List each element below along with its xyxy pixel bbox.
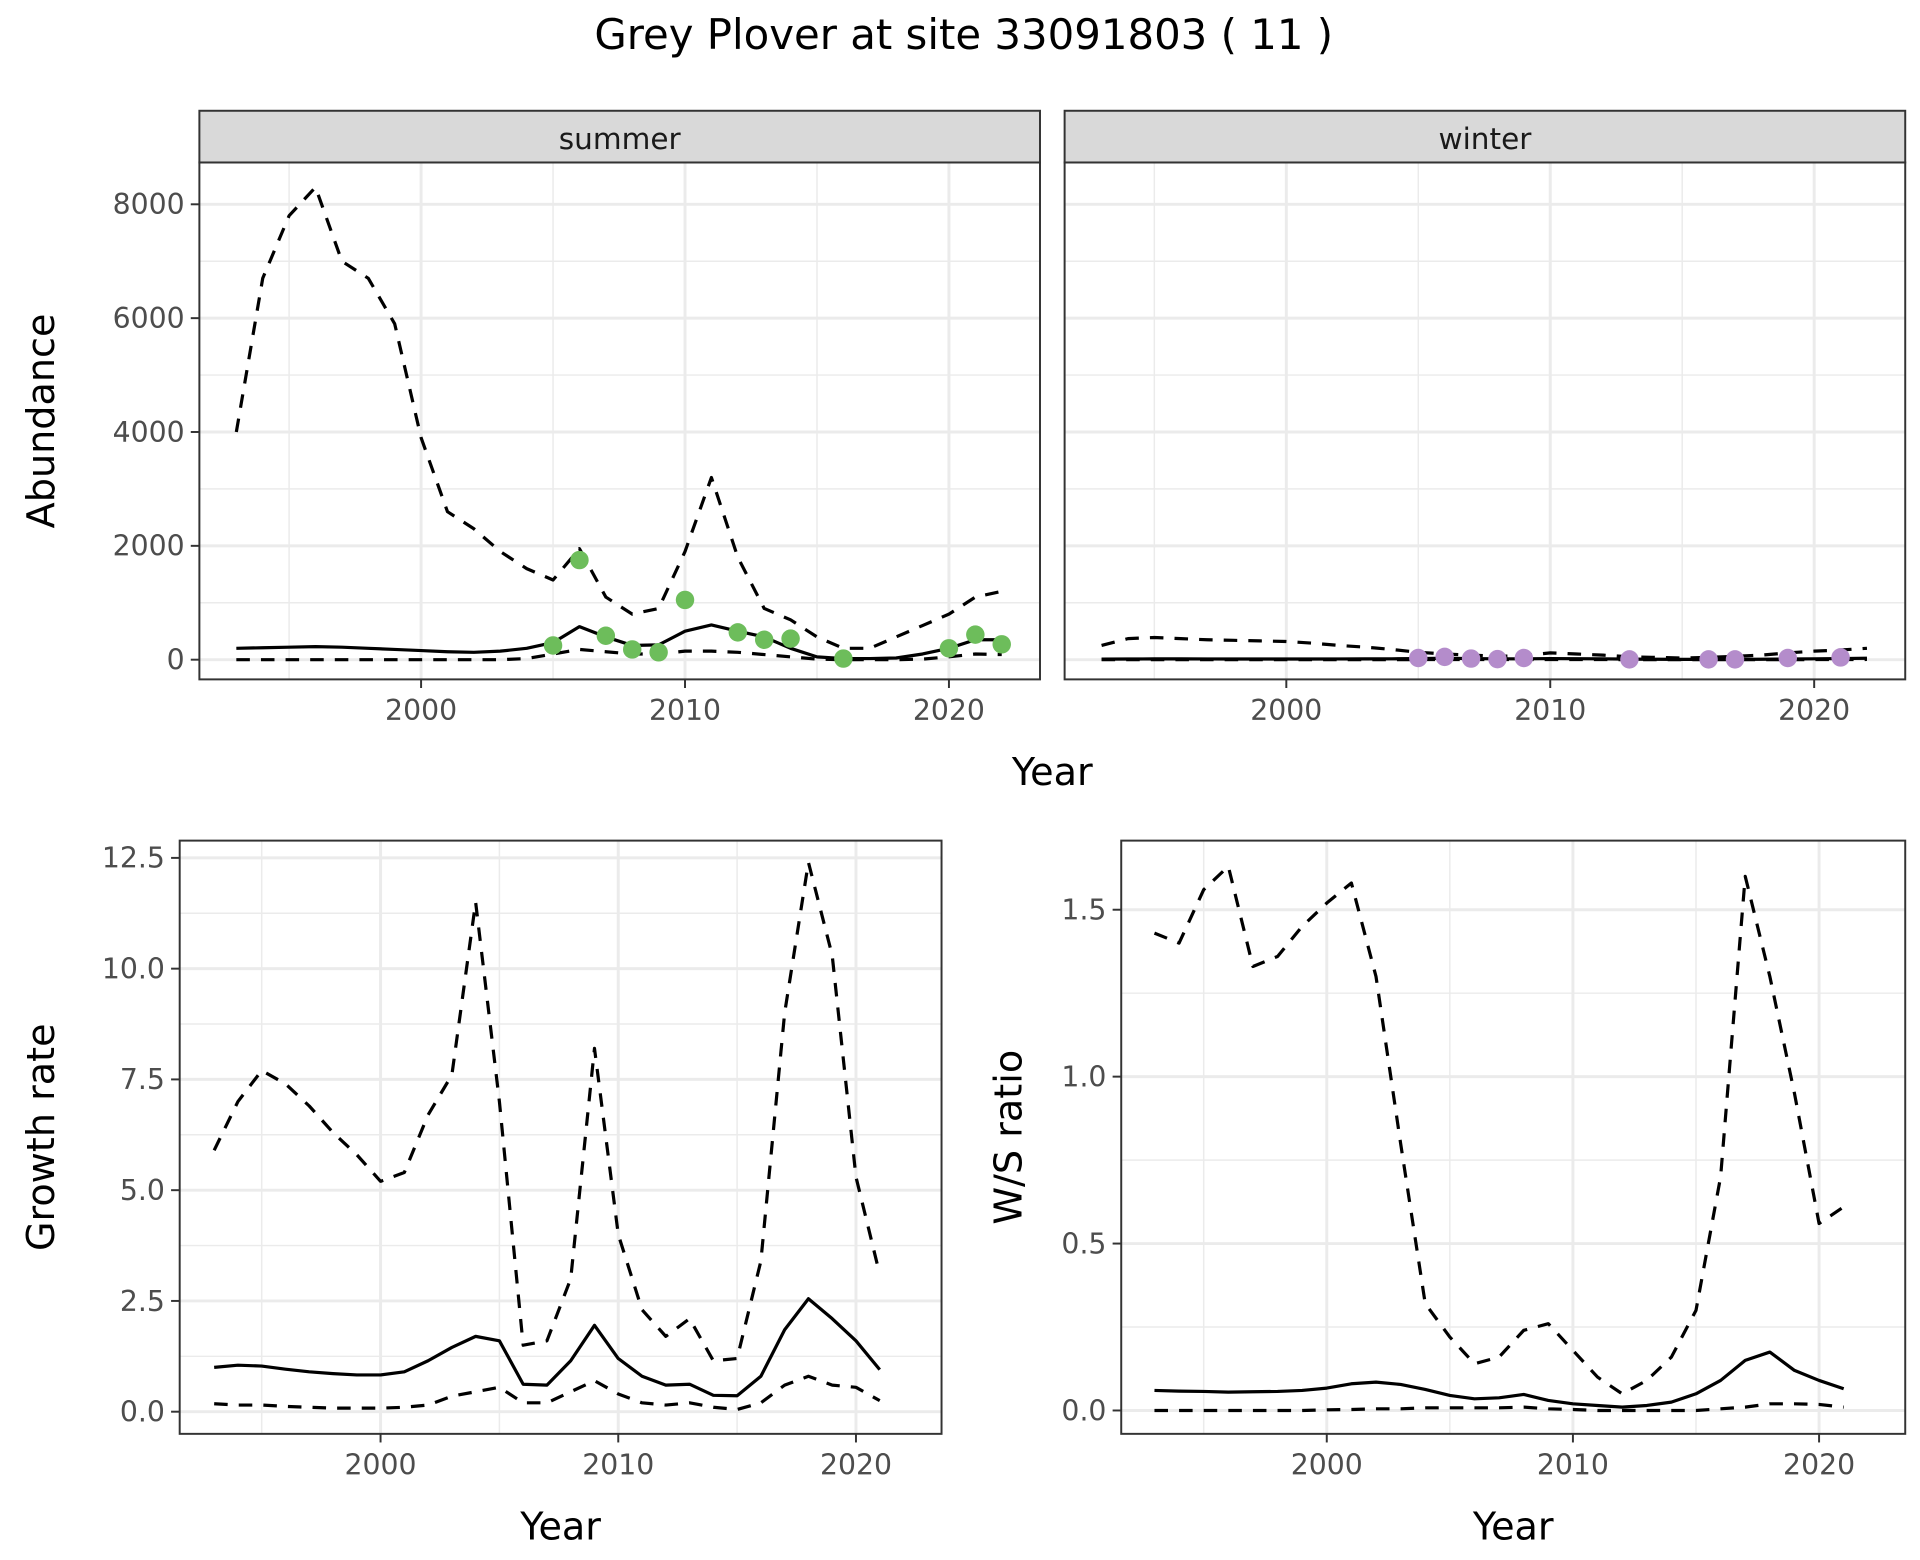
y-tick-label: 10.0 <box>102 953 165 986</box>
facet-strip-label: summer <box>559 122 682 156</box>
panel-ratio: 2000 2010 2020 0.0 0.5 1.0 1.5 Year W/S ratio <box>987 839 1907 1549</box>
data-point <box>781 629 800 648</box>
x-tick-label: 2000 <box>345 1448 417 1481</box>
x-axis-label: Year <box>1472 1505 1554 1549</box>
series-line-solid-1 <box>214 1297 881 1398</box>
panel-winter: winter 2000 2010 2020 <box>1063 109 1907 727</box>
y-tick-label: 2000 <box>113 530 185 563</box>
y-tick-label: 8000 <box>113 188 185 221</box>
y-axis-label: Abundance <box>19 314 63 529</box>
series-line-solid-1 <box>236 623 1002 661</box>
x-tick-label: 2010 <box>649 694 721 727</box>
data-point <box>1725 650 1745 669</box>
x-tick-label: 2020 <box>820 1448 892 1481</box>
y-tick-label: 0 <box>167 644 185 677</box>
y-tick-label: 0.5 <box>1061 1227 1106 1260</box>
plot-background <box>199 162 1040 680</box>
data-point <box>1488 649 1507 669</box>
plot-background <box>1064 162 1906 680</box>
data-point <box>939 639 959 658</box>
data-point <box>1778 648 1798 668</box>
y-tick-label: 4000 <box>113 416 185 449</box>
series-line-dashed-2 <box>1154 1402 1844 1413</box>
x-tick-label: 2020 <box>1783 1448 1855 1481</box>
data-point <box>992 635 1011 654</box>
y-tick-label: 5.0 <box>120 1174 165 1207</box>
panel-border <box>178 839 943 1435</box>
y-tick-label: 6000 <box>113 302 185 335</box>
data-point <box>675 590 695 610</box>
y-axis-label: W/S ratio <box>987 1050 1031 1225</box>
x-axis-label: Year <box>519 1505 601 1549</box>
facet-strip <box>198 109 1041 164</box>
y-tick-label: 2.5 <box>120 1285 165 1318</box>
panel-growth: 2000 2010 2020 0.0 2.5 5.0 7.5 10.0 12.5 Year Grow… <box>19 839 943 1549</box>
y-axis-label: Growth rate <box>19 1023 63 1251</box>
data-point <box>1435 647 1454 667</box>
data-point <box>754 630 774 649</box>
data-point <box>622 640 642 659</box>
data-point <box>1409 648 1428 668</box>
x-tick-label: 2000 <box>1250 694 1322 727</box>
y-tick-label: 7.5 <box>120 1063 165 1096</box>
x-tick-label: 2010 <box>1514 694 1586 727</box>
data-point <box>570 550 589 570</box>
chart-title: Grey Plover at site 33091803 ( 11 ) <box>594 10 1333 59</box>
data-point <box>728 623 748 642</box>
series-line-dashed-0 <box>234 185 1003 650</box>
y-tick-label: 1.5 <box>1061 894 1106 927</box>
facet-strip <box>1063 109 1907 164</box>
panel-border <box>1120 839 1907 1435</box>
data-point <box>1620 650 1639 669</box>
y-tick-label: 12.5 <box>102 842 165 875</box>
data-point <box>543 636 563 655</box>
x-tick-label: 2010 <box>582 1448 654 1481</box>
data-point <box>1461 649 1481 668</box>
data-point <box>1514 648 1534 668</box>
data-point <box>596 626 616 646</box>
x-tick-label: 2000 <box>1291 1448 1363 1481</box>
series-line-solid-1 <box>1154 1350 1845 1409</box>
data-point <box>1831 648 1850 667</box>
x-tick-label: 2010 <box>1537 1448 1609 1481</box>
plot-background <box>1121 840 1906 1434</box>
series-line-dashed-0 <box>1101 635 1868 660</box>
x-tick-label: 2020 <box>913 694 985 727</box>
data-point <box>649 643 668 662</box>
data-point <box>1699 650 1718 669</box>
y-tick-label: 0.0 <box>1061 1394 1106 1427</box>
series-line-dashed-2 <box>214 1374 881 1412</box>
series-line-dashed-2 <box>236 647 1002 662</box>
x-axis-label: Year <box>1011 750 1093 794</box>
facet-strip-label: winter <box>1438 122 1532 156</box>
data-point <box>834 649 853 668</box>
x-tick-label: 2000 <box>385 694 457 727</box>
series-line-dashed-0 <box>212 860 882 1363</box>
x-tick-label: 2020 <box>1778 694 1850 727</box>
plot-background <box>179 840 942 1434</box>
y-tick-label: 1.0 <box>1061 1060 1106 1093</box>
panel-summer: summer 2000 2010 2020 0 2000 4000 6000 8000 Year A… <box>19 109 1093 794</box>
y-tick-label: 0.0 <box>120 1396 165 1429</box>
data-point <box>966 625 985 644</box>
